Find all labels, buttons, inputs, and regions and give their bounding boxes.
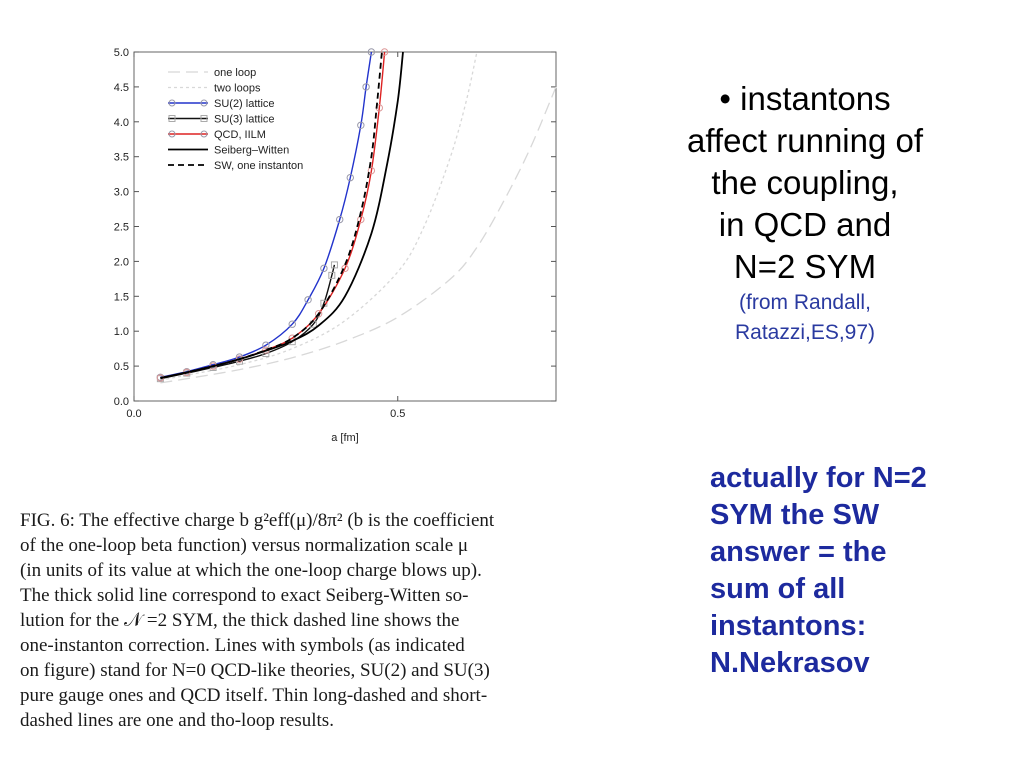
series-line-2	[160, 51, 373, 378]
chart-series	[156, 48, 557, 384]
y-tick-label: 0.5	[114, 361, 129, 373]
series-marker-3	[328, 271, 336, 279]
series-marker-2	[304, 296, 312, 304]
note-line-1: actually for N=2	[710, 462, 927, 494]
y-tick-label: 3.5	[114, 152, 129, 164]
caption-line-1: FIG. 6: The effective charge b g²eff(μ)/…	[20, 510, 495, 531]
note-line-5: instantons:	[710, 610, 867, 642]
legend-marker-4	[200, 130, 208, 138]
legend-label-4: QCD, IILM	[214, 129, 266, 141]
series-marker-2	[262, 341, 270, 349]
caption-line-3: (in units of its value at which the one-…	[20, 560, 482, 581]
legend-label-6: SW, one instanton	[214, 160, 303, 172]
chart-axes: 0.0 0.5 1.0 1.5 2.0 2.5 3.0 3.5 4.0 4.5 5.0 0.0 0.5 a…	[114, 47, 556, 444]
series-marker-2	[362, 83, 370, 91]
series-line-3	[160, 264, 336, 380]
y-tick-label: 4.5	[114, 82, 129, 94]
series-marker-2	[320, 264, 328, 273]
x-tick-label: 0.5	[390, 408, 405, 420]
legend-marker-4	[168, 130, 176, 138]
caption-line-8: pure gauge ones and QCD itself. Thin lon…	[20, 685, 488, 706]
caption-line-7: on figure) stand for N=0 QCD-like theori…	[20, 660, 490, 681]
nekrasov-note: actually for N=2 SYM the SW answer = the su…	[710, 460, 1020, 682]
series-marker-4	[357, 215, 365, 224]
caption-line-6: one-instanton correction. Lines with sym…	[20, 635, 465, 656]
x-tick-label: 0.0	[126, 408, 141, 420]
note-line-2: SYM the SW	[710, 499, 880, 531]
legend-label-3: SU(3) lattice	[214, 114, 275, 126]
y-tick-label: 2.0	[114, 256, 129, 268]
bullet-line-5: N=2 SYM	[733, 248, 877, 285]
legend-label-1: two loops	[214, 83, 261, 95]
figure-caption: FIG. 6: The effective charge b g²eff(μ)/…	[20, 508, 638, 733]
bullet-line-2: affect running of	[686, 122, 924, 159]
caption-line-9: dashed lines are one and tho-loop result…	[20, 710, 334, 731]
legend-label-0: one loop	[214, 67, 256, 79]
citation-line-2: Ratazzi,ES,97)	[734, 321, 876, 344]
y-tick-label: 0.0	[114, 396, 129, 408]
bullet-text-block: • instantons affect running of the couplin…	[640, 78, 970, 348]
bullet-line-1: • instantons	[719, 80, 891, 117]
series-marker-3	[330, 261, 338, 269]
caption-line-2: of the one-loop beta function) versus no…	[20, 535, 469, 556]
note-line-4: sum of all	[710, 573, 846, 605]
bullet-line-4: in QCD and	[718, 206, 892, 243]
y-tick-label: 1.0	[114, 326, 129, 338]
series-marker-2	[357, 121, 365, 129]
y-tick-label: 2.5	[114, 222, 129, 234]
y-tick-label: 4.0	[114, 117, 129, 129]
series-marker-2	[235, 353, 244, 361]
citation-line-1: (from Randall,	[739, 291, 871, 314]
series-line-1	[160, 51, 478, 381]
caption-line-4: The thick solid line correspond to exact…	[20, 585, 469, 606]
legend-marker-2	[168, 99, 176, 107]
legend-label-5: Seiberg–Witten	[214, 145, 289, 157]
series-marker-2	[367, 48, 376, 56]
legend-label-2: SU(2) lattice	[214, 98, 275, 110]
note-line-6: N.Nekrasov	[710, 647, 870, 679]
y-tick-label: 1.5	[114, 291, 129, 303]
legend-marker-3	[168, 115, 176, 122]
series-marker-2	[288, 320, 296, 328]
series-marker-4	[314, 310, 323, 318]
series-line-5	[160, 51, 404, 379]
legend-marker-2	[200, 99, 208, 107]
series-marker-2	[346, 173, 354, 182]
legend-marker-3	[200, 115, 208, 122]
x-axis-label: a [fm]	[331, 432, 359, 444]
caption-line-5: lution for the 𝒩 =2 SYM, the thick dashe…	[20, 610, 460, 631]
chart-legend: one loop two loops SU(2) lattice SU(3) latt…	[168, 67, 303, 172]
series-marker-4	[341, 264, 349, 273]
y-tick-label: 3.0	[114, 187, 129, 199]
bullet-line-3: the coupling,	[711, 164, 899, 201]
series-line-6	[160, 51, 383, 379]
series-marker-4	[367, 166, 376, 175]
series-marker-4	[380, 48, 389, 56]
series-marker-2	[336, 215, 344, 224]
y-tick-label: 5.0	[114, 47, 129, 59]
effective-charge-chart: 0.0 0.5 1.0 1.5 2.0 2.5 3.0 3.5 4.0 4.5 5.0 0.0 0.5 a…	[114, 47, 557, 444]
plot-frame	[133, 51, 557, 402]
note-line-3: answer = the	[710, 536, 887, 568]
